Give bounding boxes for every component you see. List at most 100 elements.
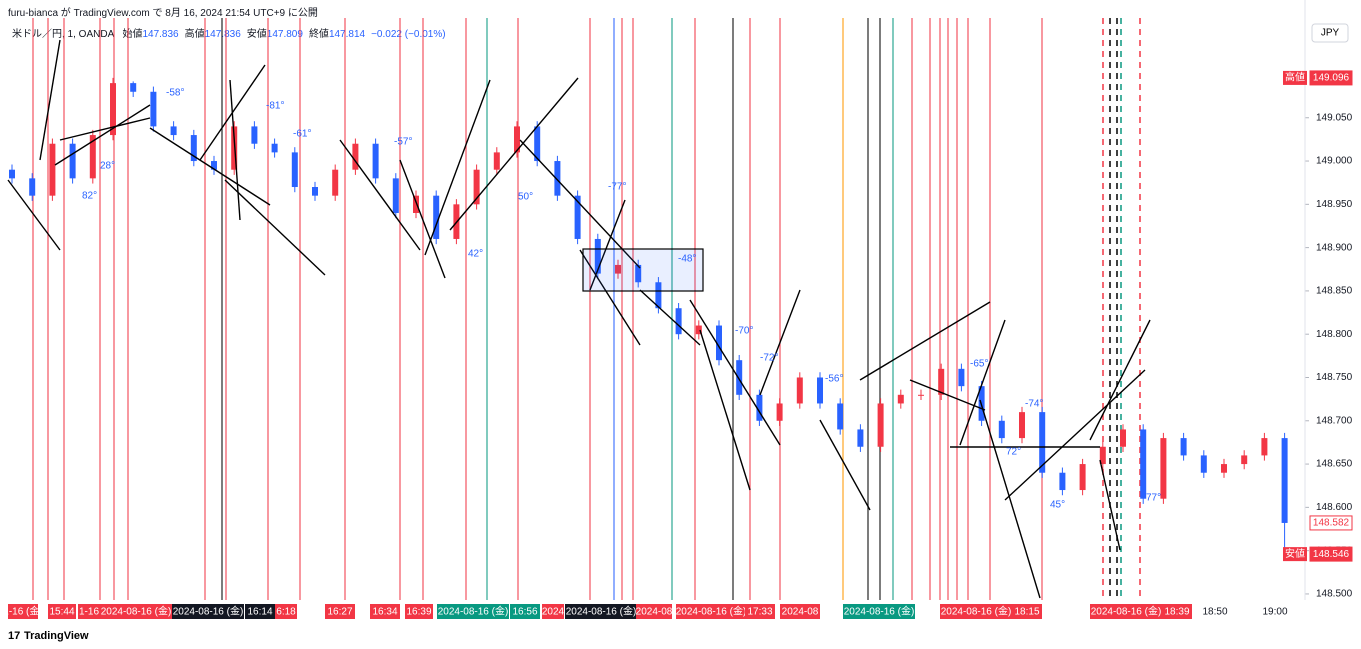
candle-body	[514, 126, 520, 153]
candle-body	[938, 368, 945, 395]
candle-body	[1059, 472, 1066, 491]
candle-body	[1160, 438, 1167, 499]
time-label: 16:14	[247, 607, 272, 618]
candle-body	[897, 394, 904, 404]
y-tick-label: 149.050	[1316, 112, 1353, 123]
candle-body	[69, 143, 76, 179]
plot: -58° 28° 82° -81° -61° -57° 42° 50° -77° -48° -70°…	[7, 18, 1288, 600]
candle-body	[433, 195, 440, 239]
candle-body	[352, 143, 359, 170]
trend-line	[449, 77, 579, 231]
y-tick-label: 148.500	[1316, 589, 1353, 600]
y-tick-label: 148.650	[1316, 459, 1353, 470]
candle-body	[998, 420, 1005, 439]
ohlc-value: 147.809	[266, 29, 303, 40]
time-label: 1-16 (金)	[3, 605, 42, 618]
y-tick-label: 148.800	[1316, 329, 1353, 340]
candle-body	[9, 169, 15, 179]
time-label: 16:27	[327, 607, 352, 618]
time-label-bg	[510, 604, 540, 619]
angle-label: 50°	[518, 192, 533, 203]
trend-line	[819, 419, 871, 511]
marker-name: 安値	[1285, 547, 1305, 560]
price-marker-bg	[1309, 515, 1353, 531]
trend-line	[424, 79, 491, 256]
candle-body	[796, 377, 803, 404]
marker-name-bg	[1283, 547, 1307, 562]
angle-label: -48°	[678, 254, 696, 265]
time-label-bg	[1090, 604, 1162, 619]
time-label-bg	[636, 604, 672, 619]
time-label-bg	[565, 604, 637, 619]
candle-body	[574, 195, 581, 239]
time-label-bg	[542, 604, 564, 619]
price-marker-bg	[1309, 70, 1353, 86]
y-tick-label: 148.950	[1316, 199, 1353, 210]
time-label-bg	[245, 604, 275, 619]
trend-line	[59, 117, 151, 141]
trend-line	[149, 127, 271, 206]
time-label: 2024-08-16 (金)	[941, 605, 1012, 618]
time-label: 2024	[542, 607, 565, 618]
ohlc-value: 147.836	[204, 29, 241, 40]
candle-body	[1241, 455, 1248, 465]
time-label: 2024-08-16 (金)	[566, 605, 637, 618]
candle-body	[170, 126, 177, 136]
time-label-bg	[1162, 604, 1192, 619]
time-label-bg	[745, 604, 775, 619]
time-label: 2024-08-16 (金)	[1091, 605, 1162, 618]
time-label-bg	[48, 604, 76, 619]
time-label-bg	[370, 604, 400, 619]
trend-line	[1089, 319, 1151, 441]
time-label-bg	[8, 604, 38, 619]
candle-body	[291, 152, 298, 188]
time-label: 17:33	[747, 607, 772, 618]
angle-label: -70°	[735, 326, 753, 337]
candle-body	[473, 169, 480, 205]
angle-label: -77°	[608, 182, 626, 193]
time-label-bg	[78, 604, 100, 619]
trend-line	[589, 199, 626, 291]
time-label: 16:34	[372, 607, 397, 618]
candle-body	[615, 264, 621, 274]
candle-body	[635, 264, 642, 283]
candle-body	[594, 238, 601, 274]
time-label: 2024-08	[782, 607, 819, 618]
currency-button[interactable]	[1311, 23, 1349, 43]
brand: TradingView	[24, 630, 89, 642]
candle-body	[554, 161, 561, 196]
trend-line	[979, 399, 1041, 599]
time-label-bg	[437, 604, 509, 619]
candle-body	[211, 161, 217, 170]
angle-label: -57°	[394, 137, 412, 148]
candle-body	[251, 126, 258, 144]
candle-body	[1019, 412, 1025, 439]
time-label: 2024-08-16 (金)	[676, 605, 747, 618]
time-label-bg	[780, 604, 820, 619]
angle-label: 72°	[1006, 447, 1021, 458]
ohlc-value: 147.814	[328, 29, 366, 40]
candle-body	[776, 403, 783, 421]
time-label-bg	[940, 604, 1012, 619]
trend-line	[54, 104, 151, 166]
candle-body	[1200, 455, 1207, 473]
candle-body	[493, 152, 500, 170]
candle-body	[413, 195, 419, 213]
trend-line	[229, 79, 241, 221]
candle-body	[1281, 438, 1288, 523]
candle-body	[271, 143, 278, 153]
time-label: 1-16	[79, 607, 99, 618]
angle-label: -56°	[825, 374, 843, 385]
trend-line	[1004, 369, 1146, 501]
angle-label: -65°	[970, 359, 988, 370]
marker-name: 高値	[1285, 71, 1305, 84]
price-marker: 148.582	[1313, 518, 1350, 529]
candle-body	[716, 325, 722, 361]
price-marker: 149.096	[1313, 73, 1350, 84]
change: −0.022 (−0.01%)	[371, 29, 446, 40]
angle-label: -72°	[760, 353, 778, 364]
trend-line	[759, 289, 801, 396]
trend-line	[224, 179, 326, 276]
candle-body	[1261, 438, 1268, 456]
